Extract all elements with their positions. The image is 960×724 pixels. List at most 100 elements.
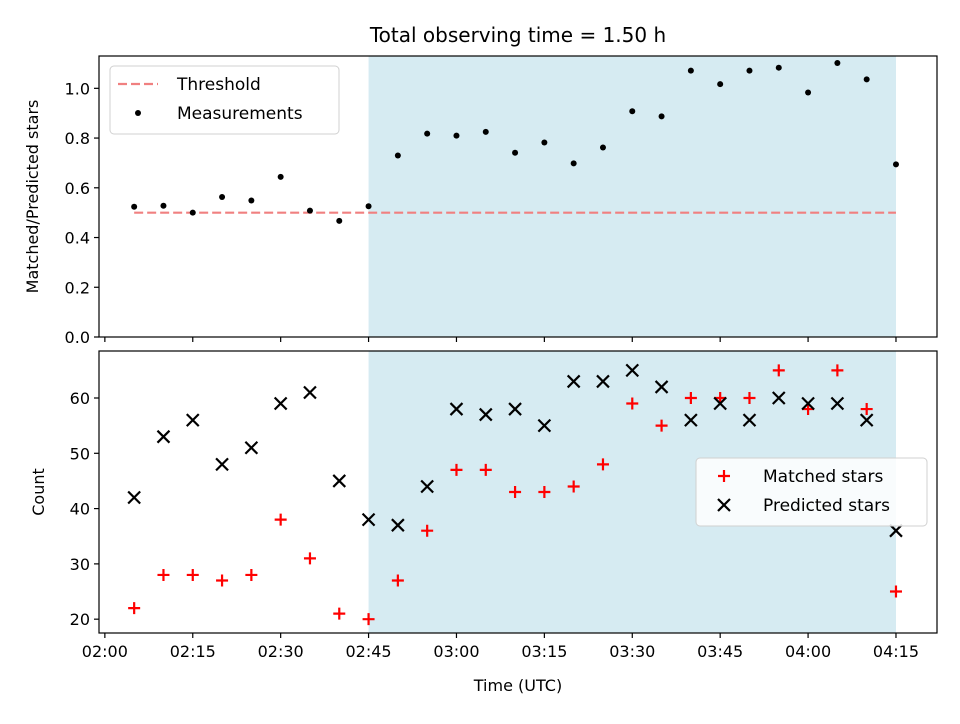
data-point <box>333 607 346 620</box>
y-tick-label: 0.6 <box>65 179 90 198</box>
legend: Threshold Measurements <box>109 65 340 135</box>
y-tick-label: 30 <box>70 555 90 574</box>
data-point <box>306 207 313 214</box>
y-tick-label: 0.4 <box>65 229 90 248</box>
data-point <box>570 160 577 167</box>
y-tick-label: 20 <box>70 610 90 629</box>
data-point <box>277 173 284 180</box>
x-tick-label: 02:00 <box>82 642 128 661</box>
data-point <box>834 59 841 66</box>
legend-label: Predicted stars <box>763 496 890 516</box>
data-point <box>131 203 138 210</box>
data-point <box>449 402 464 416</box>
series-predicted-stars <box>127 363 903 538</box>
data-point <box>219 193 226 200</box>
legend-label: Threshold <box>176 75 261 95</box>
x-tick-label: 02:45 <box>346 642 392 661</box>
data-point <box>215 457 229 472</box>
data-point <box>566 374 581 389</box>
data-point <box>186 568 199 581</box>
data-point <box>424 130 431 137</box>
data-point <box>421 524 434 537</box>
y-tick-label: 60 <box>70 389 90 408</box>
x-tick-label: 02:30 <box>258 642 304 661</box>
data-point <box>629 108 636 115</box>
data-point <box>771 391 786 405</box>
data-point <box>303 552 316 565</box>
data-point <box>775 64 782 71</box>
data-point <box>361 512 376 527</box>
data-point <box>391 574 404 587</box>
legend-label: Matched stars <box>763 467 883 487</box>
data-point <box>365 203 372 210</box>
y-axis-label: Matched/Predicted stars <box>23 100 42 294</box>
data-point <box>655 419 668 432</box>
data-point <box>567 480 580 493</box>
data-point <box>541 139 548 146</box>
bottom-panel: 02:00 02:15 02:30 02:45 03:00 03:15 03:30 03:45… <box>29 350 938 661</box>
data-point <box>362 613 375 626</box>
axes-frame <box>98 55 938 338</box>
legend-handle <box>717 498 731 512</box>
data-point <box>713 396 727 411</box>
x-axis-label: Time (UTC) <box>473 676 562 695</box>
axes-frame <box>98 350 938 634</box>
x-tick-label: 03:00 <box>433 642 479 661</box>
data-point <box>273 396 288 411</box>
data-point <box>128 602 141 615</box>
legend-box <box>109 65 340 135</box>
x-tick-label: 03:15 <box>521 642 567 661</box>
data-point <box>420 479 434 494</box>
data-point <box>303 385 317 400</box>
data-point <box>189 209 196 216</box>
y-tick-label: 1.0 <box>65 79 90 98</box>
top-panel: 0.0 0.2 0.4 0.6 0.8 1.0 Matched/Predicted star… <box>23 55 938 347</box>
data-point <box>156 429 171 444</box>
data-point <box>599 144 606 151</box>
data-point <box>863 76 870 83</box>
y-tick-label: 0.8 <box>65 129 90 148</box>
data-point <box>684 392 697 404</box>
data-point <box>482 128 489 135</box>
x-tick-label: 03:45 <box>697 642 743 661</box>
data-point <box>772 364 785 377</box>
x-tick-label: 03:30 <box>609 642 655 661</box>
data-point <box>687 67 694 74</box>
data-point <box>626 397 639 410</box>
data-point <box>830 396 845 411</box>
data-point <box>596 458 609 471</box>
x-tick-label: 04:15 <box>873 642 919 661</box>
data-point <box>537 418 552 433</box>
y-tick-label: 40 <box>70 500 90 519</box>
data-point <box>479 463 492 476</box>
data-point <box>450 463 463 476</box>
data-point <box>248 197 255 204</box>
chart-title: Total observing time = 1.50 h <box>369 23 666 47</box>
data-point <box>157 568 170 581</box>
data-point <box>596 374 610 389</box>
data-point <box>746 67 753 74</box>
data-point <box>742 413 757 427</box>
data-point <box>394 152 401 159</box>
data-point <box>684 413 698 427</box>
data-point <box>245 568 258 581</box>
series-measurements <box>131 59 899 224</box>
x-tick-label: 02:15 <box>170 642 216 661</box>
y-axis-label: Count <box>29 468 48 516</box>
data-point <box>244 440 259 455</box>
data-point <box>336 217 343 224</box>
legend-handle <box>718 470 730 482</box>
data-point <box>185 413 200 427</box>
data-point <box>801 396 815 411</box>
data-point <box>805 89 812 96</box>
data-point <box>216 574 229 587</box>
data-point <box>160 202 167 209</box>
data-point <box>658 113 665 120</box>
data-point <box>391 518 405 532</box>
data-point <box>743 392 756 404</box>
data-point <box>512 149 519 156</box>
highlight-span <box>368 56 896 337</box>
y-tick-label: 50 <box>70 444 90 463</box>
legend-label: Measurements <box>177 104 303 124</box>
